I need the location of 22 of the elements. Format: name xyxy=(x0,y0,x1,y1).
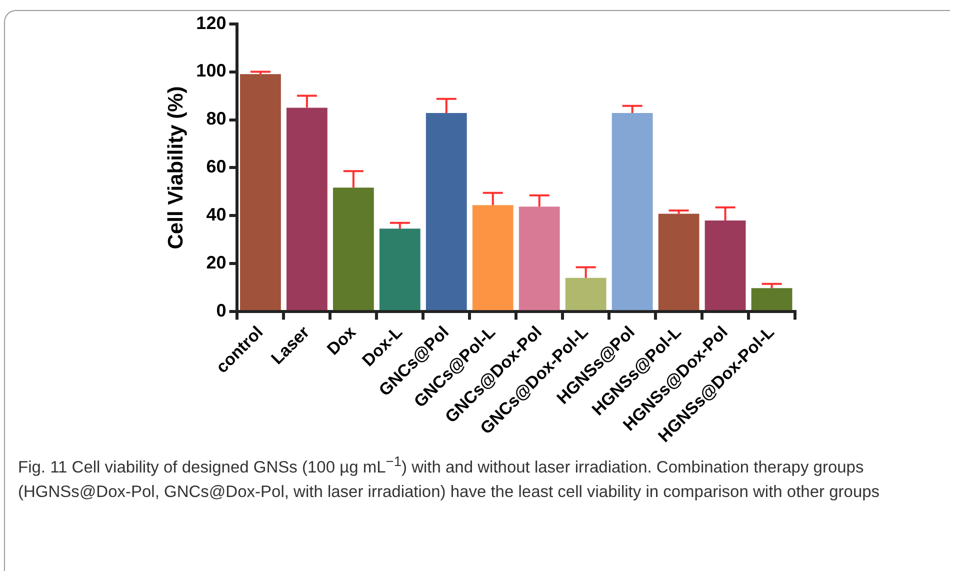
bar xyxy=(751,288,792,310)
y-tick-label: 60 xyxy=(206,156,226,177)
bar xyxy=(472,205,514,310)
bar xyxy=(518,206,560,310)
x-tick-label: Dox xyxy=(323,322,360,359)
bar xyxy=(426,113,467,310)
y-tick-label: 120 xyxy=(196,12,226,33)
y-tick-label: 40 xyxy=(206,204,226,225)
bar xyxy=(565,278,606,310)
bar xyxy=(658,214,700,310)
bar xyxy=(286,108,328,310)
y-tick-label: 80 xyxy=(206,108,226,129)
bar xyxy=(612,113,653,310)
bar xyxy=(704,220,746,310)
y-tick-label: 0 xyxy=(216,300,226,321)
y-tick-label: 100 xyxy=(196,60,226,81)
y-axis-title: Cell Viability (%) xyxy=(164,86,188,250)
caption: Fig. 11 Cell viability of designed GNSs (100 µg mL$^{−1}$) with and without laser irradiation. Combination therapy groups (HGNSs@Dox-Pol, GNCs@Dox-Pol, with laser irradiation) have the least cell viability in comparison with other groups xyxy=(18,453,881,502)
bar xyxy=(332,188,374,310)
y-tick-label: 20 xyxy=(206,252,226,273)
bar xyxy=(379,228,420,310)
bar xyxy=(240,74,281,310)
